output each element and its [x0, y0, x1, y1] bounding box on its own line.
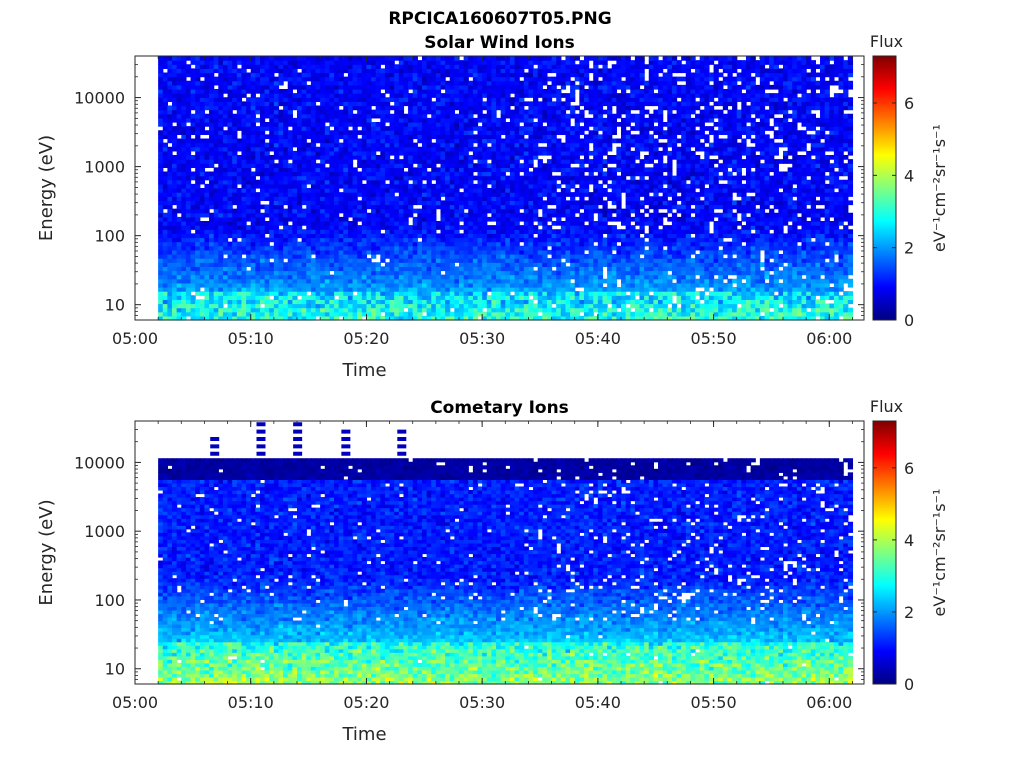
x-tick-label: 05:20 — [343, 693, 389, 712]
x-tick-label: 06:00 — [806, 329, 852, 348]
y-tick-label: 10000 — [74, 453, 125, 472]
colorbar-units: eV⁻¹cm⁻²sr⁻¹s⁻¹ — [930, 489, 949, 617]
x-tick-label: 05:40 — [575, 693, 621, 712]
colorbar-units: eV⁻¹cm⁻²sr⁻¹s⁻¹ — [930, 124, 949, 252]
colorbar — [872, 420, 897, 685]
x-tick-label: 05:50 — [691, 329, 737, 348]
panel-title: Cometary Ions — [430, 398, 569, 418]
colorbar-tick-label: 6 — [904, 94, 914, 113]
y-tick-label: 10 — [105, 296, 125, 315]
x-tick-label: 05:50 — [691, 693, 737, 712]
spectrogram-cells — [158, 56, 854, 321]
y-tick-label: 1000 — [84, 522, 125, 541]
colorbar-tick-label: 6 — [904, 459, 914, 478]
panel-cometary: Cometary Ions 05:00 05:10 05:20 05:30 05:40 05… — [36, 397, 949, 745]
x-tick-label: 06:00 — [806, 693, 852, 712]
x-tick-label: 05:00 — [112, 693, 158, 712]
colorbar-tick-label: 2 — [904, 603, 914, 622]
axes-frame — [134, 55, 865, 321]
x-tick-label: 05:30 — [459, 329, 505, 348]
y-axis-label: Energy (eV) — [36, 135, 57, 241]
colorbar-title: Flux — [870, 32, 903, 51]
y-tick-label: 100 — [94, 227, 125, 246]
figure-title: RPCICA160607T05.PNG — [388, 9, 611, 29]
colorbar-tick-label: 2 — [904, 239, 914, 258]
panel-title: Solar Wind Ions — [424, 33, 575, 53]
axes-frame — [134, 420, 865, 685]
x-axis-label: Time — [341, 360, 386, 381]
colorbar — [872, 55, 897, 321]
panel-solar-wind: Solar Wind Ions 05:00 05:10 05:20 05:30 05:40… — [36, 32, 949, 381]
x-tick-label: 05:30 — [459, 693, 505, 712]
x-tick-label: 05:10 — [228, 693, 274, 712]
colorbar-tick-label: 4 — [904, 531, 914, 550]
x-tick-label: 05:20 — [343, 329, 389, 348]
y-tick-label: 10 — [105, 660, 125, 679]
colorbar-tick-label: 0 — [904, 675, 914, 694]
colorbar-title: Flux — [870, 397, 903, 416]
y-tick-label: 10000 — [74, 89, 125, 108]
x-tick-label: 05:40 — [575, 329, 621, 348]
y-tick-label: 1000 — [84, 158, 125, 177]
x-axis-label: Time — [341, 724, 386, 745]
colorbar-tick-label: 0 — [904, 311, 914, 330]
x-tick-label: 05:00 — [112, 329, 158, 348]
y-tick-label: 100 — [94, 591, 125, 610]
y-axis-label: Energy (eV) — [36, 499, 57, 605]
colorbar-tick-label: 4 — [904, 166, 914, 185]
spectrogram-cells — [158, 422, 854, 685]
x-tick-label: 05:10 — [228, 329, 274, 348]
